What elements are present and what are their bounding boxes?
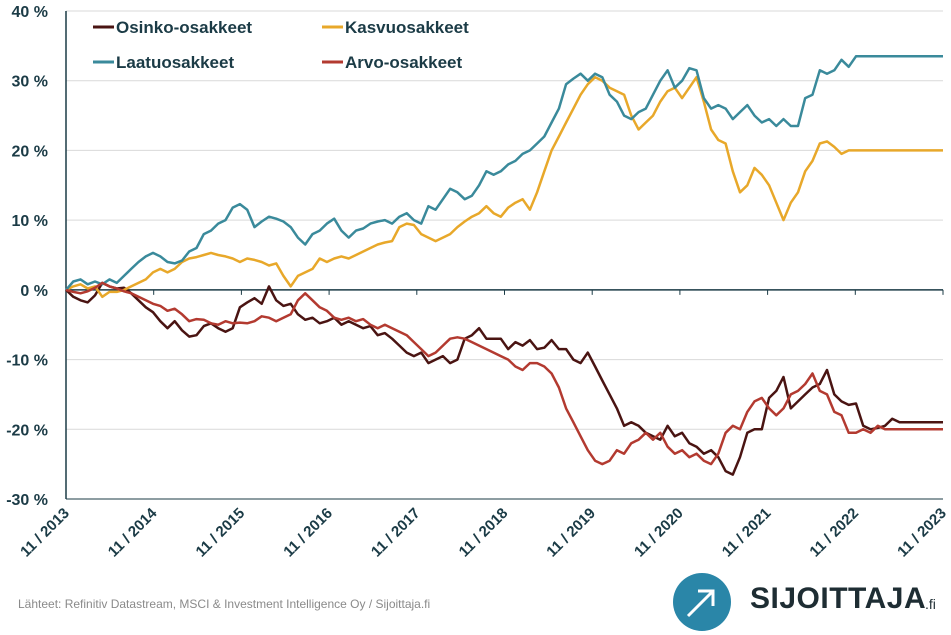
legend-label: Kasvuosakkeet — [345, 18, 469, 37]
y-tick-label: 30 % — [12, 74, 48, 91]
x-tick-label: 11 / 2016 — [280, 505, 336, 561]
x-tick-label: 11 / 2018 — [456, 505, 512, 561]
x-axis-ticks: 11 / 2013 11 / 2014 11 / 2015 11 / 2016 11 /… — [17, 289, 950, 561]
series-lines — [65, 55, 943, 476]
x-tick-label: 11 / 2013 — [17, 505, 73, 561]
y-axis-ticks: 40 % 30 % 20 % 10 % 0 % -10 % -20 % -30 % — [6, 4, 48, 509]
y-tick-label: 10 % — [12, 213, 48, 230]
series-line — [65, 55, 943, 291]
legend: Osinko-osakkeet Kasvuosakkeet Laatuosakkee… — [93, 18, 469, 72]
source-note: Lähteet: Refinitiv Datastream, MSCI & In… — [18, 597, 431, 611]
x-tick-label: 11 / 2023 — [894, 505, 950, 561]
y-tick-label: -10 % — [6, 353, 48, 370]
x-tick-label: 11 / 2022 — [806, 505, 862, 561]
legend-label: Arvo-osakkeet — [345, 53, 463, 72]
y-tick-label: 40 % — [12, 4, 48, 21]
y-tick-label: 20 % — [12, 143, 48, 160]
x-tick-label: 11 / 2014 — [105, 504, 161, 560]
axes — [65, 11, 943, 500]
y-tick-label: 0 % — [20, 283, 48, 300]
brand-name: SIJOITTAJA — [750, 582, 927, 615]
series-line — [65, 281, 943, 476]
x-tick-label: 11 / 2020 — [631, 505, 687, 561]
brand-suffix: .fi — [925, 596, 936, 612]
legend-label: Laatuosakkeet — [116, 53, 234, 72]
legend-label: Osinko-osakkeet — [116, 18, 252, 37]
x-tick-label: 11 / 2019 — [543, 505, 599, 561]
brand-logo: SIJOITTAJA .fi — [668, 572, 948, 632]
series-line — [65, 75, 943, 299]
gridlines — [66, 10, 943, 500]
series-line — [65, 281, 943, 466]
arrow-circle-icon — [673, 573, 731, 631]
x-tick-label: 11 / 2017 — [368, 505, 424, 561]
y-tick-label: -30 % — [6, 492, 48, 509]
x-tick-label: 11 / 2021 — [719, 505, 775, 561]
line-chart: 40 % 30 % 20 % 10 % 0 % -10 % -20 % -30 % 11 / … — [6, 4, 950, 561]
x-tick-label: 11 / 2015 — [193, 505, 249, 561]
y-tick-label: -20 % — [6, 422, 48, 439]
